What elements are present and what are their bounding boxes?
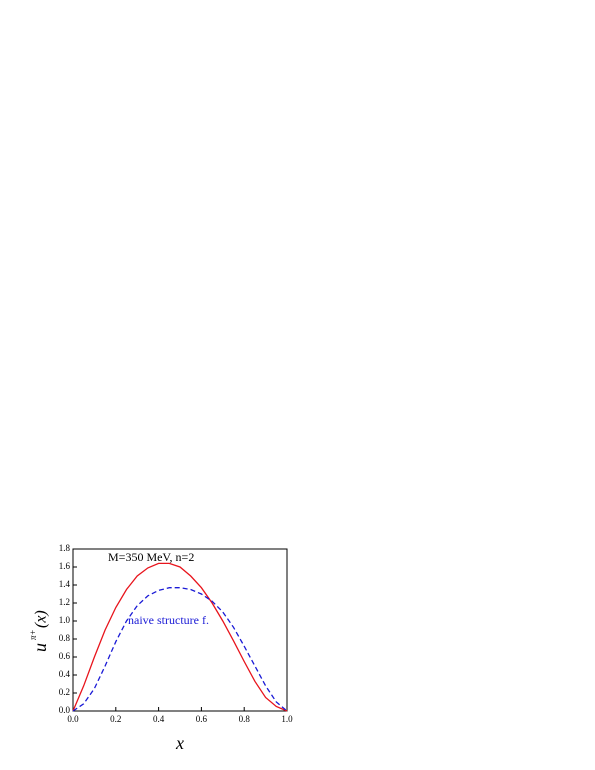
x-tick-label: 0.2	[110, 714, 121, 724]
y-tick-label: 1.0	[59, 615, 71, 625]
y-label-base: u	[30, 643, 50, 652]
chart-title: M=350 MeV, n=2	[108, 550, 194, 564]
x-tick-label: 0.6	[196, 714, 208, 724]
y-tick-label: 0.8	[59, 633, 71, 643]
plot-frame	[72, 548, 288, 712]
x-tick-label: 0.4	[153, 714, 165, 724]
y-label-sup: π+	[28, 629, 38, 640]
y-label-arg: (x)	[33, 610, 50, 628]
y-tick-label: 0.2	[59, 687, 70, 697]
x-axis-label: x	[175, 733, 184, 753]
x-tick-label: 0.8	[239, 714, 251, 724]
y-axis-label: u π+ (x)	[28, 610, 50, 652]
x-tick-label: 1.0	[281, 714, 293, 724]
y-tick-label: 0.0	[59, 705, 71, 715]
y-tick-label: 0.6	[59, 651, 71, 661]
y-tick-label: 0.4	[59, 669, 71, 679]
y-tick-label: 1.6	[59, 561, 71, 571]
y-tick-label: 1.8	[59, 543, 71, 553]
y-tick-label: 1.4	[59, 579, 71, 589]
line-series	[72, 562, 288, 712]
annotation: naive structure f.	[128, 613, 209, 627]
y-tick-label: 1.2	[59, 597, 70, 607]
x-tick-label: 0.0	[67, 714, 79, 724]
line-series	[72, 587, 288, 712]
